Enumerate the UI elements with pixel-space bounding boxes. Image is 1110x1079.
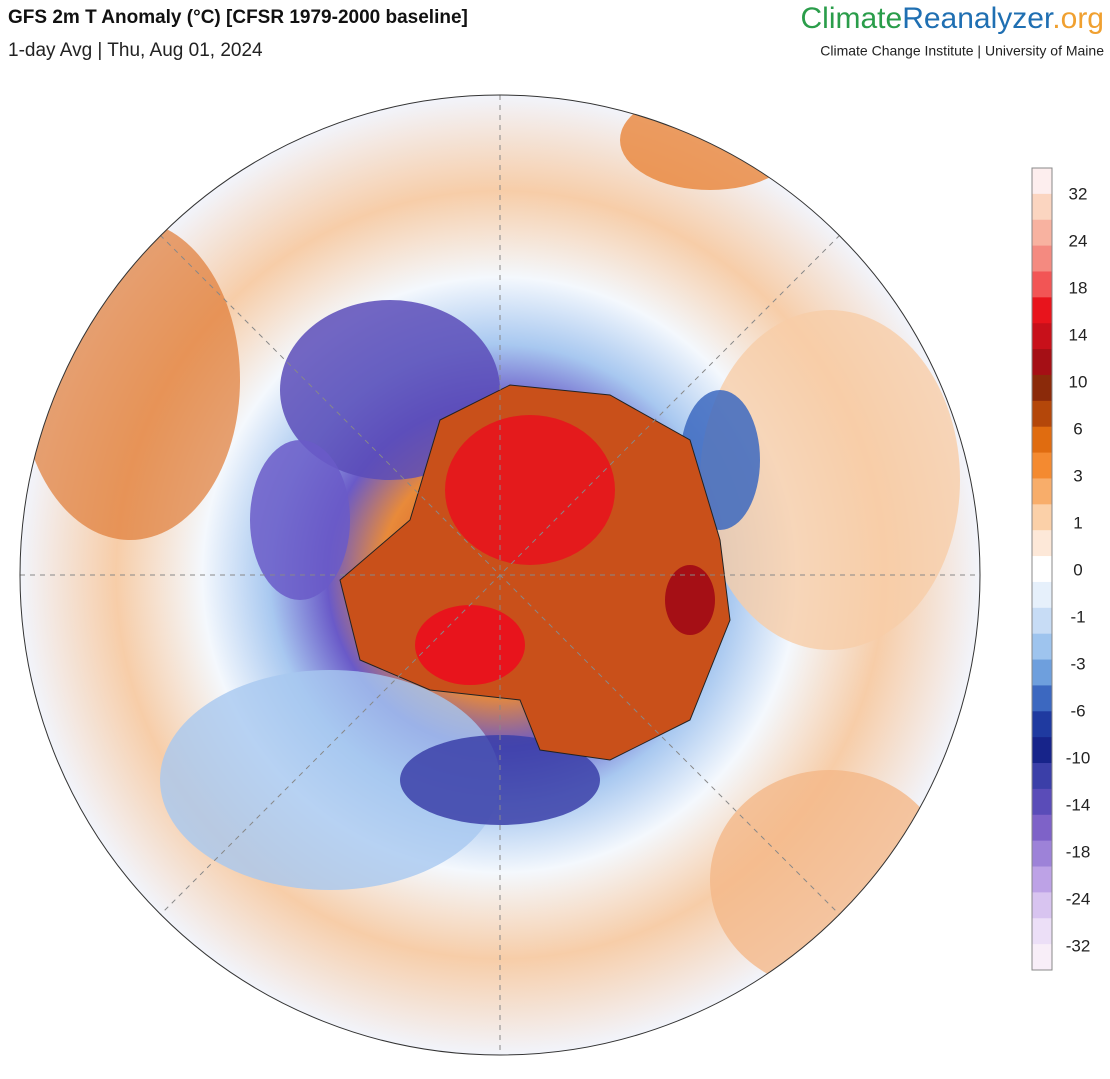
hot-region (665, 565, 715, 635)
colorbar-label: 1 (1073, 513, 1082, 532)
colorbar-segment (1032, 659, 1052, 686)
colorbar-label: -10 (1066, 748, 1091, 767)
colorbar-label: 3 (1073, 466, 1082, 485)
colorbar-label: 6 (1073, 419, 1082, 438)
colorbar-segment (1032, 840, 1052, 868)
warm-region (710, 770, 950, 990)
colorbar-label: 14 (1069, 325, 1088, 344)
cold-region (250, 440, 350, 600)
colorbar-label: 24 (1069, 231, 1088, 250)
colorbar-segment (1032, 556, 1052, 583)
colorbar-segment (1032, 349, 1052, 376)
colorbar-segment (1032, 788, 1052, 816)
colorbar-segment (1032, 168, 1052, 195)
cool-region (160, 670, 500, 890)
colorbar-label: 0 (1073, 560, 1082, 579)
colorbar-segment (1032, 814, 1052, 842)
warm-region (700, 310, 960, 650)
brand-part: Climate (801, 2, 903, 35)
colorbar-segment (1032, 323, 1052, 350)
colorbar-segment (1032, 763, 1052, 790)
warm-region (620, 95, 800, 190)
colorbar-label: -14 (1066, 795, 1091, 814)
subtitle: 1-day Avg | Thu, Aug 01, 2024 (8, 40, 263, 61)
hot-region (415, 605, 525, 685)
colorbar-segment (1032, 193, 1052, 221)
colorbar-segment (1032, 219, 1052, 247)
colorbar-label: -32 (1066, 936, 1091, 955)
colorbar-segment (1032, 918, 1052, 945)
colorbar-segment (1032, 581, 1052, 609)
graticule (20, 95, 980, 1055)
colorbar-segment (1032, 374, 1052, 402)
colorbar-label: 10 (1069, 372, 1088, 391)
colorbar-segment (1032, 504, 1052, 531)
brand-tagline: Climate Change Institute | University of… (820, 43, 1104, 59)
colorbar-segment (1032, 737, 1052, 764)
colorbar-segment (1032, 478, 1052, 505)
colorbar-segment (1032, 892, 1052, 919)
colorbar-segment (1032, 297, 1052, 324)
globe-border (19, 94, 981, 1056)
colorbar-segment (1032, 607, 1052, 635)
brand-name: ClimateReanalyzer.org (801, 2, 1105, 35)
map (20, 95, 980, 1055)
brand-part: Reanalyzer (902, 2, 1054, 35)
colorbar-label: 18 (1069, 278, 1088, 297)
colorbar-segment (1032, 400, 1052, 428)
hot-region (445, 415, 615, 565)
colorbar-segment (1032, 944, 1052, 971)
colorbar-segment (1032, 711, 1052, 738)
brand-part: .org (1052, 2, 1104, 35)
colorbar-label: -1 (1070, 607, 1085, 626)
colorbar-segment (1032, 245, 1052, 272)
colorbar-segment (1032, 271, 1052, 298)
colorbar-segment (1032, 452, 1052, 479)
colorbar-segment (1032, 866, 1052, 893)
colorbar-label: -24 (1066, 889, 1091, 908)
colorbar-label: -18 (1066, 842, 1091, 861)
colorbar-border (1031, 167, 1053, 971)
colorbar-segment (1032, 633, 1052, 661)
colorbar-label: 32 (1069, 184, 1088, 203)
colorbar-segment (1032, 530, 1052, 557)
colorbar-segment (1032, 685, 1052, 712)
title: GFS 2m T Anomaly (°C) [CFSR 1979-2000 ba… (8, 7, 468, 28)
colorbar-label: -6 (1070, 701, 1085, 720)
colorbar-segment (1032, 426, 1052, 454)
colorbar-label: -3 (1070, 654, 1085, 673)
warm-region (20, 220, 240, 540)
